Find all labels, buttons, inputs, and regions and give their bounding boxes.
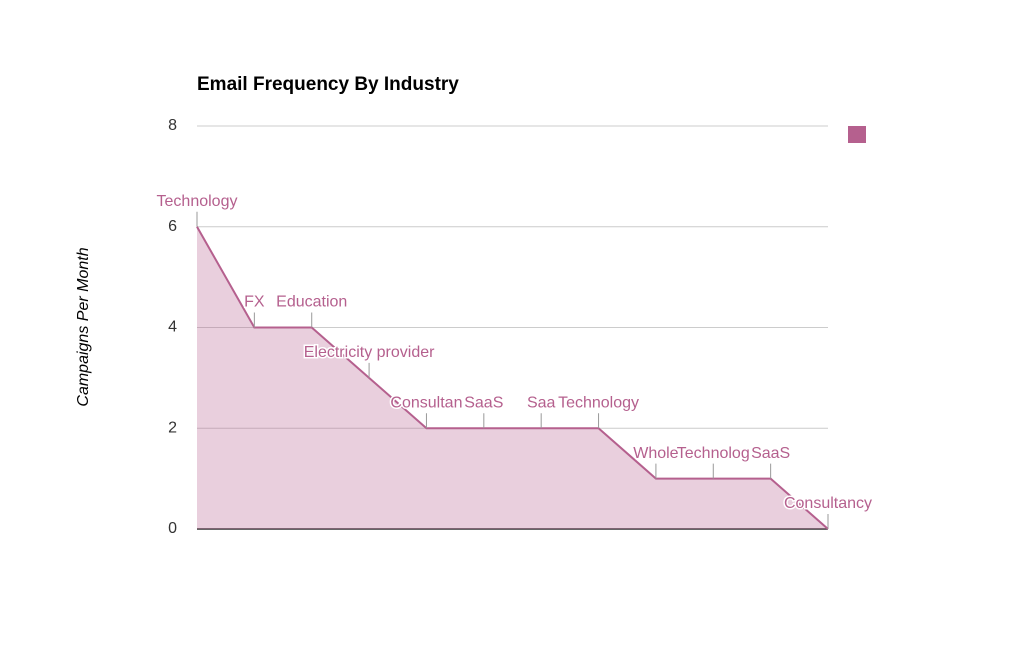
y-axis-label: Campaigns Per Month — [75, 247, 92, 406]
y-tick-label: 4 — [168, 319, 177, 336]
y-tick-label: 2 — [168, 419, 177, 436]
y-tick-label: 6 — [168, 218, 177, 235]
annotation-label: Technology — [157, 193, 238, 210]
annotation-label: FX — [244, 294, 265, 311]
annotation-label: Consultancy — [784, 495, 872, 512]
annotation-label: Consultan — [390, 394, 462, 411]
line — [196, 226, 829, 530]
annotation-label: Whole — [633, 445, 678, 462]
annotation-label: Technology — [558, 394, 639, 411]
annotation-label: Technolog — [677, 445, 750, 462]
y-tick-label: 0 — [168, 520, 177, 537]
annotation-label: Education — [276, 294, 347, 311]
annotation-label: Electricity provider — [304, 344, 435, 361]
legend-swatch — [848, 126, 866, 143]
annotation-label: Saa — [527, 394, 556, 411]
annotation-label: SaaS — [464, 394, 503, 411]
chart-title: Email Frequency By Industry — [197, 74, 459, 95]
annotation-label: SaaS — [751, 445, 790, 462]
area — [197, 226, 828, 529]
y-tick-label: 8 — [168, 117, 177, 134]
